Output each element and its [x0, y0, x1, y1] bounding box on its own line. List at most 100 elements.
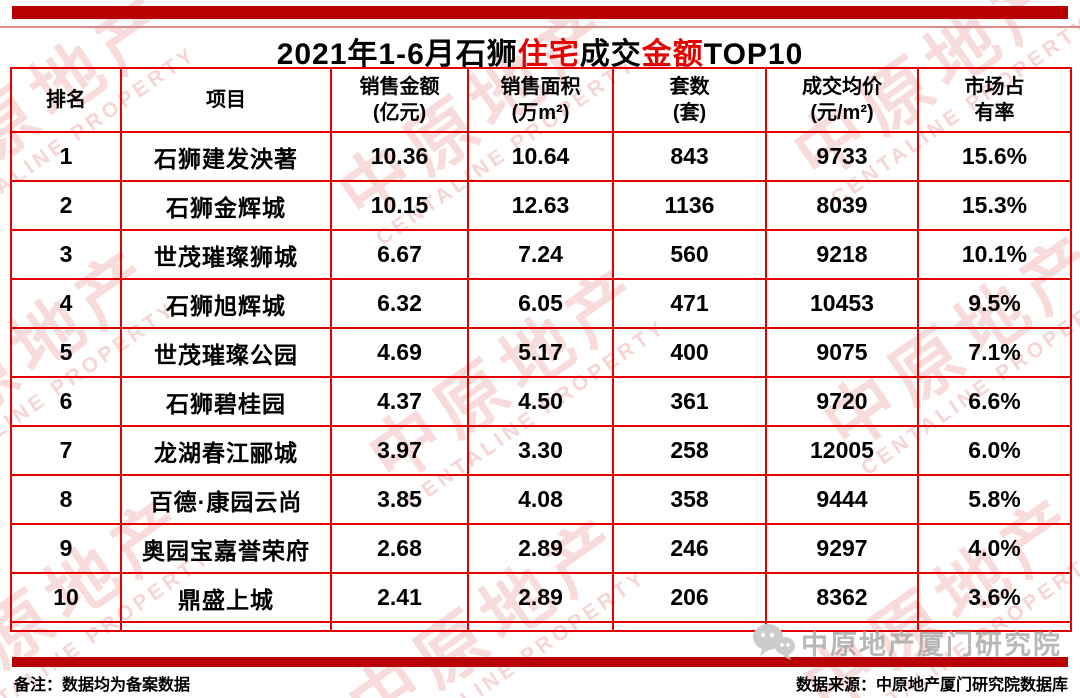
table-row: 2 石狮金辉城 10.15 12.63 1136 8039 15.3% — [10, 180, 1072, 231]
project-cell: 龙湖春江郦城 — [120, 425, 332, 476]
share-cell: 9.5% — [917, 278, 1072, 329]
title-highlight: 金额 — [641, 38, 704, 71]
units-cell: 400 — [612, 327, 767, 378]
units-cell: 358 — [612, 474, 767, 525]
units-cell: 843 — [612, 131, 767, 182]
title-part: 成交 — [579, 38, 642, 71]
area-cell: 5.17 — [467, 327, 614, 378]
units-cell: 471 — [612, 278, 767, 329]
filler-cell — [467, 621, 614, 632]
header-row: 排名 项目 销售金额 (亿元) 销售面积 (万m²) 套数 (套) 成交均价 (元/m²… — [10, 67, 1072, 133]
table-filler-row — [10, 621, 1072, 632]
share-cell: 15.6% — [917, 131, 1072, 182]
table-row: 7 龙湖春江郦城 3.97 3.30 258 12005 6.0% — [10, 425, 1072, 476]
share-cell: 6.6% — [917, 376, 1072, 427]
rank-cell: 9 — [10, 523, 122, 574]
avg-price-cell: 8362 — [765, 572, 919, 623]
rank-cell: 6 — [10, 376, 122, 427]
header-amount: 销售金额 (亿元) — [330, 67, 469, 133]
project-cell: 石狮碧桂园 — [120, 376, 332, 427]
header-unit: (万m²) — [511, 102, 570, 124]
footer-data-source: 数据来源：中原地产厦门研究院数据库 — [795, 677, 1068, 694]
title-part: 2021年1-6月石狮 — [276, 38, 518, 71]
amount-cell: 6.67 — [330, 229, 469, 280]
avg-price-cell: 12005 — [765, 425, 919, 476]
units-cell: 560 — [612, 229, 767, 280]
units-cell: 1136 — [612, 180, 767, 231]
project-cell: 奥园宝嘉誉荣府 — [120, 523, 332, 574]
header-rank: 排名 — [10, 67, 122, 133]
area-cell: 2.89 — [467, 572, 614, 623]
amount-cell: 2.41 — [330, 572, 469, 623]
project-cell: 鼎盛上城 — [120, 572, 332, 623]
project-cell: 石狮旭辉城 — [120, 278, 332, 329]
filler-cell — [612, 621, 767, 632]
units-cell: 361 — [612, 376, 767, 427]
header-unit: (套) — [672, 102, 707, 124]
avg-price-cell: 9297 — [765, 523, 919, 574]
table-row: 4 石狮旭辉城 6.32 6.05 471 10453 9.5% — [10, 278, 1072, 329]
project-cell: 世茂璀璨公园 — [120, 327, 332, 378]
table-row: 9 奥园宝嘉誉荣府 2.68 2.89 246 9297 4.0% — [10, 523, 1072, 574]
header-label: 销售金额 — [359, 76, 440, 98]
header-avg-price: 成交均价 (元/m²) — [765, 67, 919, 133]
share-cell: 7.1% — [917, 327, 1072, 378]
header-area: 销售面积 (万m²) — [467, 67, 614, 133]
page-title: 2021年1-6月石狮住宅成交金额TOP10 — [0, 29, 1080, 73]
avg-price-cell: 9720 — [765, 376, 919, 427]
area-cell: 6.05 — [467, 278, 614, 329]
top-red-bar — [12, 6, 1068, 19]
table-row: 1 石狮建发泱著 10.36 10.64 843 9733 15.6% — [10, 131, 1072, 182]
amount-cell: 10.15 — [330, 180, 469, 231]
units-cell: 246 — [612, 523, 767, 574]
amount-cell: 10.36 — [330, 131, 469, 182]
top-thin-line — [0, 26, 1080, 28]
header-label: 市场占 — [964, 76, 1025, 98]
share-cell: 10.1% — [917, 229, 1072, 280]
amount-cell: 3.97 — [330, 425, 469, 476]
footer-note: 备注：数据均为备案数据 — [14, 677, 191, 694]
project-cell: 百德·康园云尚 — [120, 474, 332, 525]
avg-price-cell: 9075 — [765, 327, 919, 378]
rank-cell: 1 — [10, 131, 122, 182]
header-label: 成交均价 — [802, 76, 882, 98]
avg-price-cell: 8039 — [765, 180, 919, 231]
rank-cell: 3 — [10, 229, 122, 280]
area-cell: 2.89 — [467, 523, 614, 574]
share-cell: 6.0% — [917, 425, 1072, 476]
amount-cell: 2.68 — [330, 523, 469, 574]
project-cell: 石狮金辉城 — [120, 180, 332, 231]
header-unit: (元/m²) — [810, 102, 874, 124]
title-highlight: 住宅 — [517, 38, 580, 71]
avg-price-cell: 9444 — [765, 474, 919, 525]
units-cell: 206 — [612, 572, 767, 623]
bottom-red-bar — [12, 657, 1068, 667]
header-label: 项目 — [206, 89, 246, 111]
rank-cell: 7 — [10, 425, 122, 476]
share-cell: 15.3% — [917, 180, 1072, 231]
table-header: 排名 项目 销售金额 (亿元) 销售面积 (万m²) 套数 (套) 成交均价 (元/m²… — [10, 67, 1072, 133]
area-cell: 10.64 — [467, 131, 614, 182]
filler-cell — [10, 621, 122, 632]
header-unit: 有率 — [974, 102, 1015, 124]
avg-price-cell: 10453 — [765, 278, 919, 329]
filler-cell — [917, 621, 1072, 632]
area-cell: 7.24 — [467, 229, 614, 280]
table-row: 3 世茂璀璨狮城 6.67 7.24 560 9218 10.1% — [10, 229, 1072, 280]
title-part: TOP10 — [703, 38, 804, 71]
avg-price-cell: 9733 — [765, 131, 919, 182]
rank-cell: 2 — [10, 180, 122, 231]
top10-table: 排名 项目 销售金额 (亿元) 销售面积 (万m²) 套数 (套) 成交均价 (元/m²… — [10, 67, 1072, 632]
amount-cell: 4.69 — [330, 327, 469, 378]
area-cell: 12.63 — [467, 180, 614, 231]
area-cell: 4.50 — [467, 376, 614, 427]
rank-cell: 8 — [10, 474, 122, 525]
area-cell: 4.08 — [467, 474, 614, 525]
header-label: 套数 — [669, 76, 710, 98]
project-cell: 世茂璀璨狮城 — [120, 229, 332, 280]
header-share: 市场占 有率 — [917, 67, 1072, 133]
area-cell: 3.30 — [467, 425, 614, 476]
share-cell: 4.0% — [917, 523, 1072, 574]
filler-cell — [120, 621, 332, 632]
filler-cell — [765, 621, 919, 632]
